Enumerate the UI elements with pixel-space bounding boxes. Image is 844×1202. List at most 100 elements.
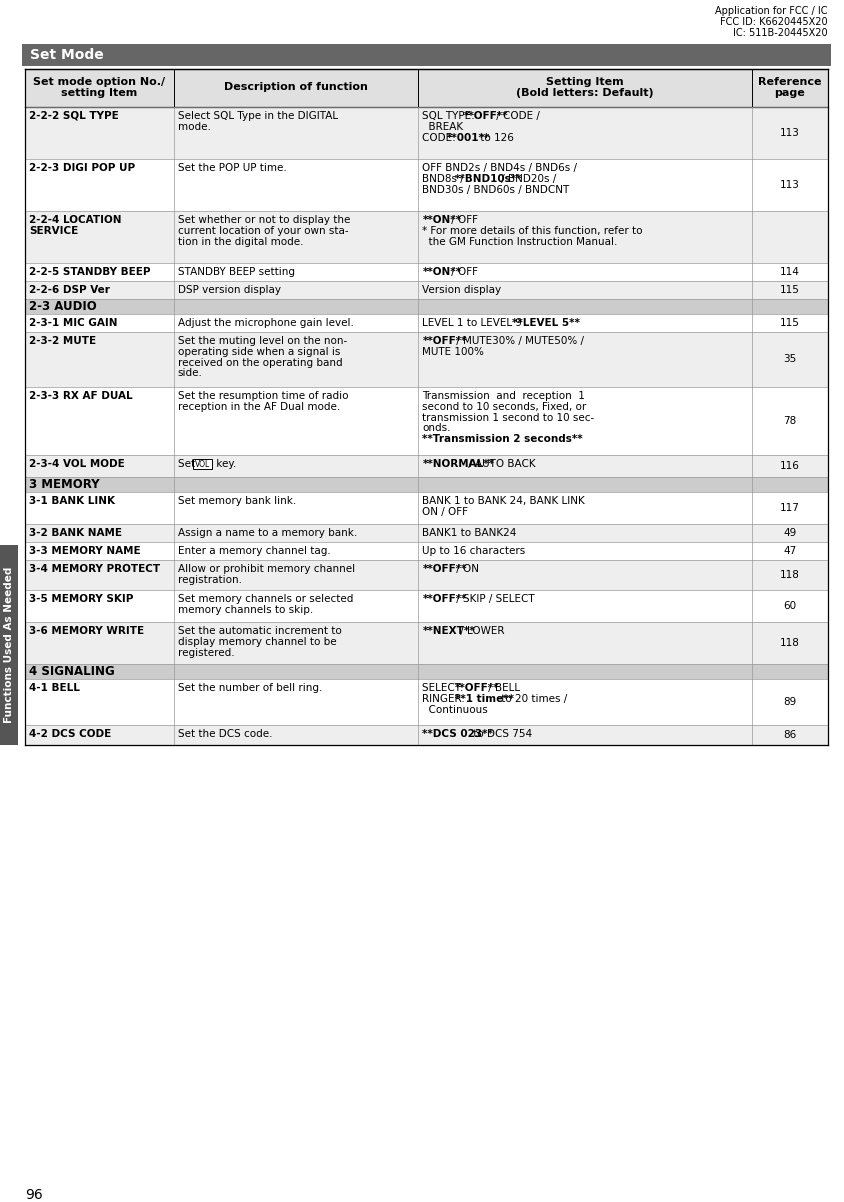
Text: 113: 113 <box>779 180 799 190</box>
Text: 117: 117 <box>779 502 799 513</box>
Text: BND8s /: BND8s / <box>422 174 467 184</box>
Bar <box>25 263 827 281</box>
Bar <box>25 679 827 725</box>
Text: setting Item: setting Item <box>61 88 138 99</box>
Text: OFF BND2s / BND4s / BND6s /: OFF BND2s / BND4s / BND6s / <box>422 163 576 173</box>
Text: 2-3-2 MUTE: 2-3-2 MUTE <box>29 337 96 346</box>
Text: 4 SIGNALING: 4 SIGNALING <box>29 665 115 678</box>
Text: Continuous: Continuous <box>422 704 488 715</box>
Text: MUTE 100%: MUTE 100% <box>422 347 484 357</box>
Text: operating side when a signal is: operating side when a signal is <box>177 347 339 357</box>
Text: memory channels to skip.: memory channels to skip. <box>177 605 312 614</box>
Text: Set whether or not to display the: Set whether or not to display the <box>177 215 349 225</box>
Text: 116: 116 <box>779 462 799 471</box>
Text: 2-2-2 SQL TYPE: 2-2-2 SQL TYPE <box>29 111 119 121</box>
Text: **ON**: **ON** <box>422 267 461 276</box>
Bar <box>25 542 827 560</box>
Bar <box>25 159 827 212</box>
Bar <box>0 545 18 745</box>
Text: Transmission  and  reception  1: Transmission and reception 1 <box>422 391 585 401</box>
Text: FCC ID: K6620445X20: FCC ID: K6620445X20 <box>720 17 827 26</box>
Text: Application for FCC / IC: Application for FCC / IC <box>715 6 827 16</box>
Text: (Bold letters: Default): (Bold letters: Default) <box>516 88 653 99</box>
Text: **LEVEL 5**: **LEVEL 5** <box>511 319 580 328</box>
Bar <box>22 44 830 66</box>
Text: / OFF: / OFF <box>447 267 478 276</box>
Text: Set the POP UP time.: Set the POP UP time. <box>177 163 286 173</box>
Text: **OFF**: **OFF** <box>422 337 467 346</box>
Text: Set mode option No./: Set mode option No./ <box>33 77 165 87</box>
Text: Up to 16 characters: Up to 16 characters <box>422 546 525 557</box>
Text: Set memory bank link.: Set memory bank link. <box>177 496 295 506</box>
Text: / MUTE30% / MUTE50% /: / MUTE30% / MUTE50% / <box>452 337 583 346</box>
Bar <box>25 456 827 477</box>
Text: 4-2 DCS CODE: 4-2 DCS CODE <box>29 728 111 739</box>
Text: to 20 times /: to 20 times / <box>497 694 566 704</box>
Text: 115: 115 <box>779 285 799 294</box>
Text: current location of your own sta-: current location of your own sta- <box>177 226 348 236</box>
Bar <box>25 314 827 332</box>
Bar <box>25 590 827 621</box>
Text: Set Mode: Set Mode <box>30 48 104 63</box>
Text: Set the resumption time of radio: Set the resumption time of radio <box>177 391 348 401</box>
Text: Functions Used As Needed: Functions Used As Needed <box>4 567 14 724</box>
Text: ON / OFF: ON / OFF <box>422 507 468 517</box>
Text: / BELL: / BELL <box>484 683 520 694</box>
Text: 113: 113 <box>779 127 799 138</box>
Text: received on the operating band: received on the operating band <box>177 358 342 368</box>
Text: 2-3-3 RX AF DUAL: 2-3-3 RX AF DUAL <box>29 391 133 401</box>
Text: onds.: onds. <box>422 423 451 434</box>
Text: BANK1 to BANK24: BANK1 to BANK24 <box>422 528 517 538</box>
Text: CODE:: CODE: <box>422 132 459 143</box>
FancyBboxPatch shape <box>193 459 212 469</box>
Text: Select SQL Type in the DIGITAL: Select SQL Type in the DIGITAL <box>177 111 338 121</box>
Text: **DCS 023**: **DCS 023** <box>422 728 493 739</box>
Text: **OFF**: **OFF** <box>422 594 467 603</box>
Text: Version display: Version display <box>422 285 501 294</box>
Text: 3 MEMORY: 3 MEMORY <box>29 478 100 490</box>
Bar <box>25 332 827 387</box>
Text: / SKIP / SELECT: / SKIP / SELECT <box>452 594 533 603</box>
Text: Reference: Reference <box>757 77 820 87</box>
Text: 3-6 MEMORY WRITE: 3-6 MEMORY WRITE <box>29 626 144 636</box>
Text: 96: 96 <box>25 1188 43 1202</box>
Text: transmission 1 second to 10 sec-: transmission 1 second to 10 sec- <box>422 412 594 423</box>
Bar <box>25 387 827 456</box>
Text: SELECT:: SELECT: <box>422 683 467 694</box>
Text: Adjust the microphone gain level.: Adjust the microphone gain level. <box>177 319 353 328</box>
Text: SERVICE: SERVICE <box>29 226 78 236</box>
Bar <box>25 299 827 314</box>
Text: Set: Set <box>177 459 197 469</box>
Text: registered.: registered. <box>177 648 234 657</box>
Text: 3-1 BANK LINK: 3-1 BANK LINK <box>29 496 115 506</box>
Text: **NORMAL**: **NORMAL** <box>422 459 494 469</box>
Text: RINGER:: RINGER: <box>422 694 468 704</box>
Bar <box>25 664 827 679</box>
Text: 3-2 BANK NAME: 3-2 BANK NAME <box>29 528 122 538</box>
Bar <box>25 560 827 590</box>
Text: 4-1 BELL: 4-1 BELL <box>29 683 80 694</box>
Text: 114: 114 <box>779 267 799 276</box>
Text: DSP version display: DSP version display <box>177 285 280 294</box>
Text: Description of function: Description of function <box>224 83 367 93</box>
Text: / ON: / ON <box>452 564 478 575</box>
Text: 60: 60 <box>782 601 796 611</box>
Text: **BND10s**: **BND10s** <box>455 174 522 184</box>
Text: 2-2-5 STANDBY BEEP: 2-2-5 STANDBY BEEP <box>29 267 150 276</box>
Bar <box>25 621 827 664</box>
Bar <box>25 69 827 107</box>
Text: side.: side. <box>177 368 203 379</box>
Bar <box>25 477 827 492</box>
Bar <box>25 212 827 263</box>
Text: **OFF**: **OFF** <box>463 111 507 121</box>
Text: second to 10 seconds, Fixed, or: second to 10 seconds, Fixed, or <box>422 401 586 412</box>
Text: page: page <box>774 88 804 99</box>
Text: 118: 118 <box>779 638 799 648</box>
Text: BREAK: BREAK <box>422 121 463 132</box>
Text: **Transmission 2 seconds**: **Transmission 2 seconds** <box>422 434 582 445</box>
Bar <box>25 107 827 159</box>
Text: IC: 511B-20445X20: IC: 511B-20445X20 <box>733 28 827 38</box>
Text: to DCS 754: to DCS 754 <box>469 728 531 739</box>
Text: 2-2-4 LOCATION: 2-2-4 LOCATION <box>29 215 122 225</box>
Text: STANDBY BEEP setting: STANDBY BEEP setting <box>177 267 295 276</box>
